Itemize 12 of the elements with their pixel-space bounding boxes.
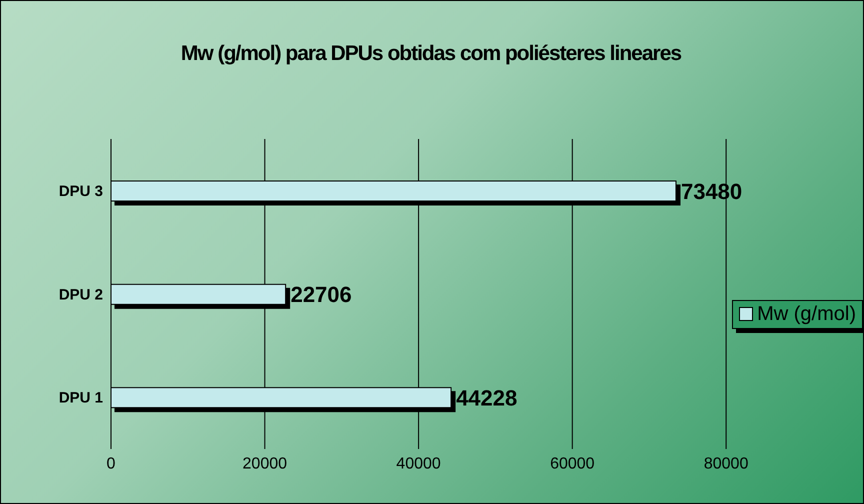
data-label: 22706 (290, 282, 352, 308)
y-tick-label: DPU 1 (58, 390, 103, 407)
y-tick-label: DPU 2 (58, 286, 103, 304)
x-tick-label: 20000 (242, 455, 288, 472)
x-tick-label: 40000 (396, 455, 441, 472)
chart-title: Mw (g/mol) para DPUs obtidas com poliésteres lineares (180, 41, 682, 67)
x-tick-label: 80000 (704, 455, 748, 472)
x-tick-label: 60000 (550, 455, 595, 472)
x-tick-label: 0 (106, 455, 116, 472)
data-label: 44228 (456, 385, 518, 410)
y-tick-label: DPU 3 (58, 182, 103, 200)
legend-label: Mw (g/mol) (757, 302, 856, 326)
